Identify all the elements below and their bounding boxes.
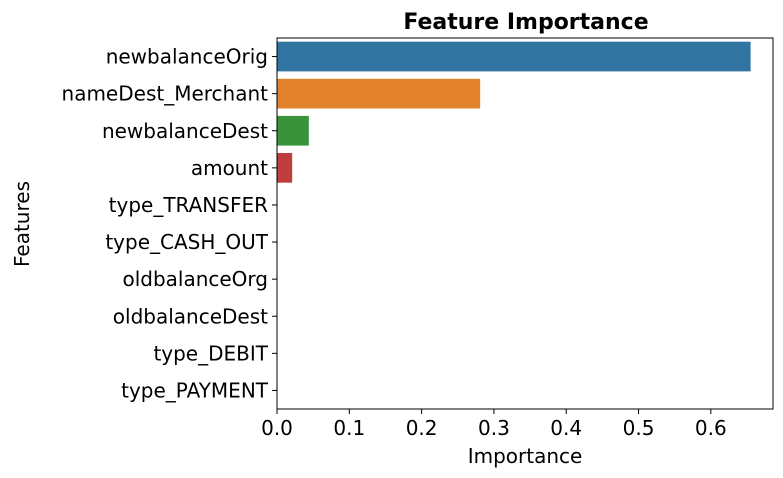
x-tick-label-0.0: 0.0 xyxy=(261,416,293,440)
bar-newbalanceOrig xyxy=(277,42,751,72)
bar-newbalanceDest xyxy=(277,116,309,146)
y-tick-label-oldbalanceDest: oldbalanceDest xyxy=(113,304,268,328)
y-tick-label-nameDest_Merchant: nameDest_Merchant xyxy=(62,82,269,106)
y-tick-label-type_TRANSFER: type_TRANSFER xyxy=(109,193,268,217)
y-tick-label-amount: amount xyxy=(191,156,268,180)
y-tick-label-newbalanceOrig: newbalanceOrig xyxy=(106,45,268,69)
y-tick-labels: newbalanceOrig nameDest_Merchant newbalanc… xyxy=(62,45,277,403)
x-tick-label-0.6: 0.6 xyxy=(695,416,727,440)
bars-group xyxy=(277,42,751,183)
chart-title: Feature Importance xyxy=(403,10,648,35)
y-axis-label: Features xyxy=(10,181,34,267)
x-tick-label-0.3: 0.3 xyxy=(478,416,510,440)
bar-amount xyxy=(277,153,292,183)
x-tick-label-0.5: 0.5 xyxy=(623,416,655,440)
y-tick-label-type_CASH_OUT: type_CASH_OUT xyxy=(105,230,268,254)
y-tick-label-type_DEBIT: type_DEBIT xyxy=(153,341,268,365)
x-tick-label-0.1: 0.1 xyxy=(333,416,365,440)
x-ticks: 0.0 0.1 0.2 0.3 0.4 0.5 0.6 xyxy=(261,409,727,440)
y-tick-label-type_PAYMENT: type_PAYMENT xyxy=(121,378,269,402)
x-axis-label: Importance xyxy=(468,444,583,468)
y-tick-label-newbalanceDest: newbalanceDest xyxy=(102,119,268,143)
y-tick-label-oldbalanceOrg: oldbalanceOrg xyxy=(122,267,268,291)
x-tick-label-0.4: 0.4 xyxy=(550,416,582,440)
bar-nameDest_Merchant xyxy=(277,79,480,109)
x-tick-label-0.2: 0.2 xyxy=(406,416,438,440)
